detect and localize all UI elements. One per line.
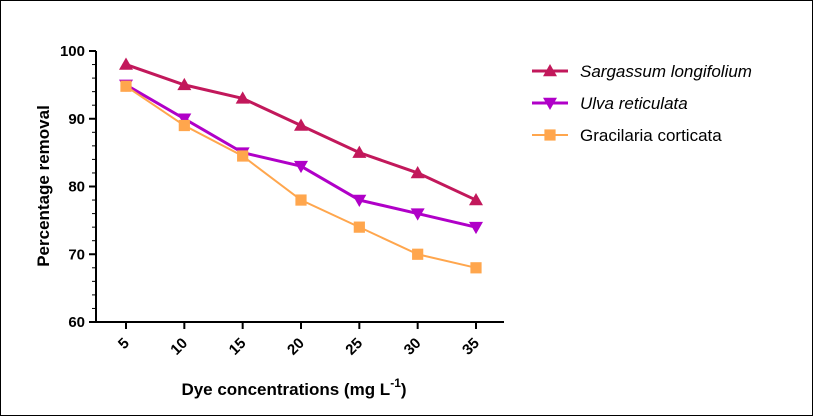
data-point: [295, 194, 307, 206]
data-point: [294, 160, 308, 174]
x-tick-label: 10: [167, 335, 191, 359]
x-tick-label: 20: [284, 335, 308, 359]
series-layer: [119, 57, 483, 274]
series-ulva-reticulata: [119, 79, 483, 235]
legend-item: Ulva reticulata: [532, 94, 688, 113]
data-point: [178, 119, 190, 132]
y-axis: 60 70 80 90 100: [60, 43, 97, 331]
y-tick-label: 60: [68, 314, 85, 331]
legend-label: Ulva reticulata: [580, 94, 688, 113]
y-tick-label: 90: [68, 111, 85, 128]
legend-item: Gracilaria corticata: [532, 126, 722, 145]
legend: Sargassum longifolium Ulva reticulata Grac…: [532, 62, 752, 145]
data-point: [120, 80, 132, 92]
data-point: [544, 129, 556, 141]
x-axis: 5 10 15 20 25 30 35: [96, 321, 504, 359]
series-line: [125, 83, 477, 229]
data-point: [469, 193, 483, 206]
y-tick-label: 100: [60, 43, 85, 60]
data-point: [543, 97, 557, 110]
x-tick-label: 35: [459, 335, 483, 359]
data-point: [294, 118, 308, 131]
data-point: [177, 77, 192, 91]
x-tick-label: 5: [115, 335, 133, 353]
data-point: [352, 194, 367, 208]
data-point: [412, 248, 424, 260]
data-point: [352, 145, 367, 158]
y-tick-label: 80: [68, 179, 85, 196]
data-point: [410, 208, 425, 221]
series-line: [125, 63, 477, 202]
y-axis-title: Percentage removal: [34, 105, 53, 267]
data-point: [353, 221, 365, 233]
data-point: [543, 64, 557, 77]
x-tick-label: 25: [342, 335, 366, 359]
x-tick-label: 15: [226, 335, 250, 359]
data-point: [119, 57, 133, 70]
x-axis-title: Dye concentrations (mg L-1): [181, 376, 406, 399]
data-point: [235, 91, 250, 104]
series-sargassum-longifolium: [119, 57, 483, 206]
legend-label: Sargassum longifolium: [580, 62, 752, 81]
legend-item: Sargassum longifolium: [532, 62, 752, 81]
y-tick-label: 70: [68, 246, 85, 263]
x-axis-unit-exponent: -1: [390, 376, 401, 390]
series-gracilaria-corticata: [120, 80, 482, 274]
legend-label: Gracilaria corticata: [580, 126, 722, 145]
data-point: [470, 262, 482, 274]
data-point: [177, 113, 192, 126]
x-tick-label: 30: [401, 335, 425, 359]
data-point: [237, 150, 249, 162]
data-point: [469, 221, 483, 235]
data-point: [410, 165, 425, 179]
